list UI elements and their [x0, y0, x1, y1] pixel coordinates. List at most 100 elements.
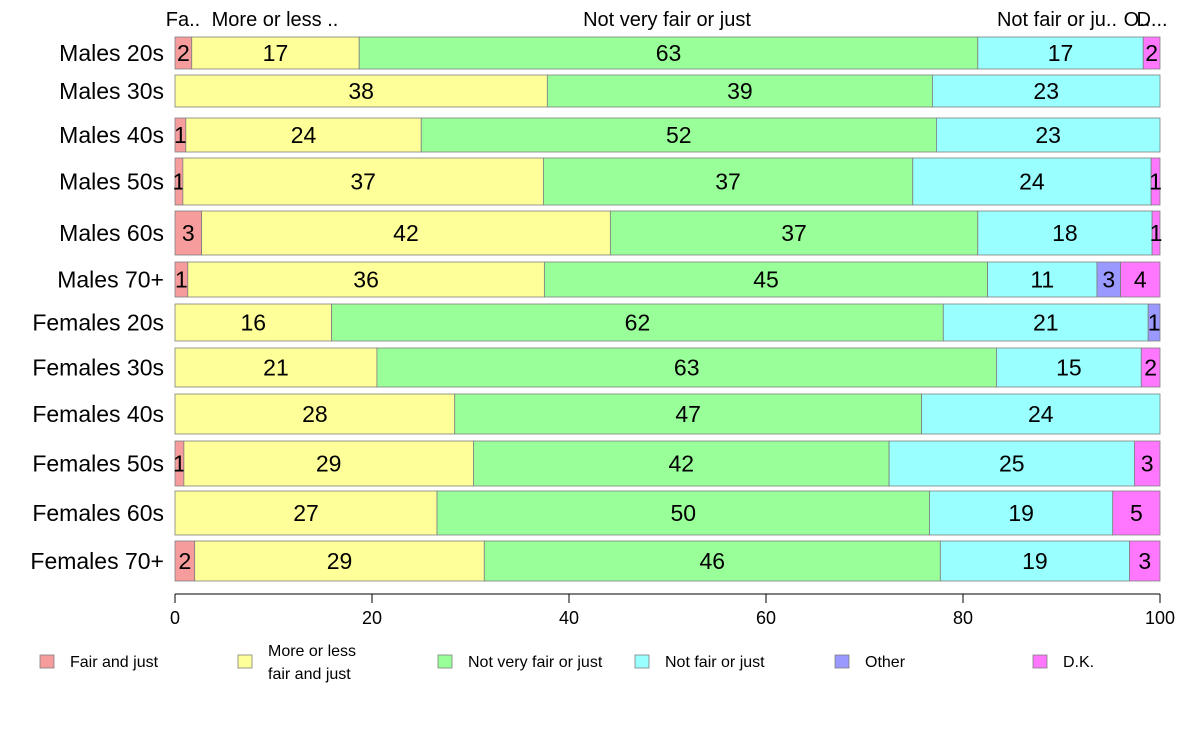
bar-segment	[454, 393, 923, 435]
segment-value-label: 17	[1048, 40, 1074, 66]
segment-value-label: 24	[291, 122, 317, 148]
segment-value-label: 2	[1144, 355, 1157, 381]
column-header: O..	[1124, 9, 1151, 31]
segment-value-label: 3	[182, 220, 195, 246]
legend-label: Other	[865, 654, 906, 671]
bar-segment	[191, 36, 360, 70]
category-label: Males 60s	[59, 220, 164, 246]
bar-segment	[420, 117, 937, 153]
segment-value-label: 17	[263, 40, 289, 66]
bar-segment	[921, 393, 1161, 435]
segment-value-label: 23	[1035, 122, 1061, 148]
legend-label: Not fair or just	[665, 654, 765, 671]
segment-value-label: 24	[1019, 169, 1045, 195]
legend-swatch	[1032, 654, 1048, 669]
segment-value-label: 1	[1150, 220, 1163, 246]
segment-value-label: 1	[175, 267, 188, 293]
bar-segment	[194, 540, 485, 582]
category-label: Females 30s	[32, 355, 164, 381]
segment-value-label: 36	[353, 267, 379, 293]
segment-value-label: 4	[1134, 267, 1147, 293]
segment-value-label: 1	[173, 169, 186, 195]
bar-segment	[185, 117, 422, 153]
segment-value-label: 3	[1141, 451, 1154, 477]
x-tick-label: 40	[559, 608, 579, 628]
bar-segment	[187, 261, 545, 298]
x-tick-label: 100	[1145, 608, 1175, 628]
segment-value-label: 1	[1148, 310, 1161, 336]
bar-segment	[1151, 210, 1161, 256]
bar-segment	[174, 490, 438, 536]
column-header: D...	[1136, 9, 1167, 31]
legend-swatch	[39, 654, 55, 669]
bar-segment	[546, 74, 933, 108]
category-label: Males 40s	[59, 122, 164, 148]
bar-segment	[929, 490, 1114, 536]
x-tick-label: 20	[362, 608, 382, 628]
segment-value-label: 42	[668, 451, 694, 477]
legend-label: Fair and just	[70, 654, 159, 671]
x-tick-label: 60	[756, 608, 776, 628]
x-tick-label: 80	[953, 608, 973, 628]
bar-segment	[174, 74, 548, 108]
segment-value-label: 21	[1033, 310, 1059, 336]
bar-segment	[1129, 540, 1161, 582]
segment-value-label: 46	[700, 548, 726, 574]
bar-segment	[543, 261, 989, 298]
segment-value-label: 45	[753, 267, 779, 293]
category-label: Males 20s	[59, 40, 164, 66]
legend-label: fair and just	[268, 666, 351, 683]
bar-segment	[473, 440, 890, 487]
bar-segment	[358, 36, 979, 70]
category-label: Females 20s	[32, 310, 164, 336]
bar-segment	[201, 210, 611, 256]
segment-value-label: 63	[674, 355, 700, 381]
category-label: Males 70+	[57, 267, 164, 293]
column-header: Fa..	[166, 9, 200, 31]
category-label: Males 50s	[59, 169, 164, 195]
segment-value-label: 16	[241, 310, 267, 336]
legend-swatch	[834, 654, 850, 669]
legend-label: Not very fair or just	[468, 654, 603, 671]
legend-label: More or less	[268, 643, 356, 660]
x-tick-label: 0	[170, 608, 180, 628]
column-header: Not fair or ju..	[997, 9, 1117, 31]
segment-value-label: 29	[316, 451, 342, 477]
bar-segment	[376, 347, 997, 388]
segment-value-label: 19	[1008, 500, 1034, 526]
bar-segment	[183, 440, 474, 487]
category-label: Females 70+	[30, 548, 164, 574]
segment-value-label: 15	[1056, 355, 1082, 381]
segment-value-label: 23	[1033, 78, 1059, 104]
bar-segment	[1147, 303, 1161, 342]
segment-value-label: 42	[393, 220, 419, 246]
legend-label: D.K.	[1063, 654, 1094, 671]
segment-value-label: 37	[350, 169, 376, 195]
segment-value-label: 1	[1149, 169, 1162, 195]
bar-segment	[436, 490, 930, 536]
segment-value-label: 29	[327, 548, 353, 574]
bar-segment	[932, 74, 1161, 108]
segment-value-label: 3	[1102, 267, 1115, 293]
segment-value-label: 28	[302, 401, 328, 427]
category-label: Males 30s	[59, 78, 164, 104]
bar-segment	[1112, 490, 1161, 536]
column-header: More or less ..	[212, 9, 339, 31]
bar-segment	[888, 440, 1135, 487]
bar-segment	[977, 210, 1153, 256]
category-label: Females 50s	[32, 451, 164, 477]
segment-value-label: 21	[263, 355, 289, 381]
legend-swatch	[437, 654, 453, 669]
segment-value-label: 37	[715, 169, 741, 195]
segment-value-label: 1	[174, 122, 187, 148]
segment-value-label: 18	[1052, 220, 1078, 246]
bar-segment	[1140, 347, 1161, 388]
legend-swatch	[634, 654, 650, 669]
bar-segment	[542, 157, 914, 206]
segment-value-label: 2	[177, 40, 190, 66]
bar-segment	[977, 36, 1144, 70]
bar-segment	[939, 540, 1130, 582]
bar-segment	[182, 157, 544, 206]
segment-value-label: 2	[178, 548, 191, 574]
